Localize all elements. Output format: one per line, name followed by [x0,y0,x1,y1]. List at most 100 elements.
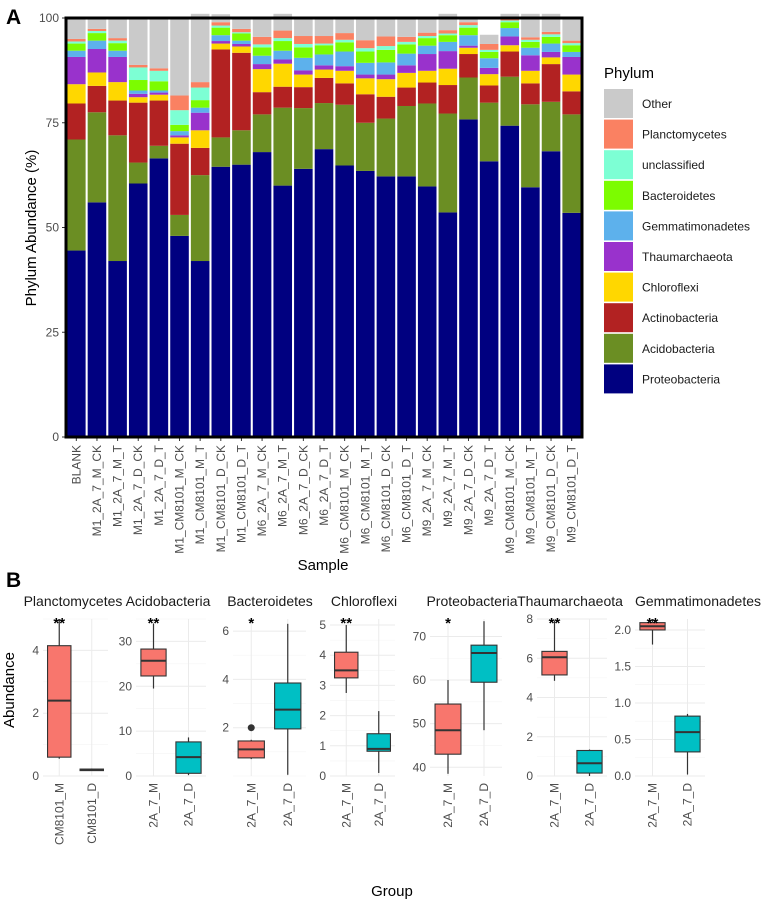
bar-segment-planctomycetes [294,36,313,44]
bar-segment-planctomycetes [541,31,561,35]
bar-segment-other [87,18,107,29]
x-tick-label: M1_CM8101_D_T [234,444,248,543]
legend-label: Other [642,97,672,111]
bar-segment-chloroflexi [108,82,127,101]
bar-segment-proteobacteria [438,212,458,437]
bar-segment-thaumarchaeota [541,51,561,58]
bar-segment-gemmatimonadetes [417,45,437,55]
bar-segment-gemmatimonadetes [128,90,148,94]
y-tick-label: 25 [46,325,60,339]
bar-segment-proteobacteria [190,261,210,437]
bar-segment-planctomycetes [87,28,107,31]
bar-segment-thaumarchaeota [211,41,231,44]
box-2a_7_d [674,715,701,753]
bar-segment-actinobacteria [314,77,334,104]
x-tick-label: M6_2A_7_M_T [276,444,290,527]
bar-segment-proteobacteria [149,158,169,438]
bar-segment-gemmatimonadetes [541,43,561,52]
bar-segment-bacteroidetes [335,42,354,52]
bar-segment-chloroflexi [67,84,86,104]
bar-segment-gemmatimonadetes [294,57,313,71]
x-tick-label: 2A_7_D [477,783,491,827]
bar-segment-acidobacteria [108,135,127,262]
bar-segment-proteobacteria [417,186,437,437]
bar-segment-other [294,18,313,37]
y-tick-label: 2 [32,706,39,720]
bar-segment-proteobacteria [335,165,354,437]
bar-segment-gemmatimonadetes [479,58,499,68]
bar-segment-other [335,18,354,34]
bar-segment-chloroflexi [87,72,107,86]
bar-segment-gemmatimonadetes [67,50,86,57]
bar-segment-other [376,18,396,37]
bar-segment-planctomycetes [314,36,334,44]
box-2a_7_d [366,733,391,752]
x-tick-label: 2A_7_D [583,783,597,827]
legend-label: Bacteroidetes [642,189,715,203]
y-tick-label: 8 [526,612,533,626]
bar-segment-actinobacteria [87,85,107,113]
bar-segment-planctomycetes [273,30,293,39]
y-tick-label: 0 [32,769,39,783]
bar-segment-actinobacteria [190,147,210,176]
x-tick-label: BLANK [69,445,83,484]
legend-label: unclassified [642,158,705,172]
bar-segment-unclassified [149,70,169,82]
legend-swatch-chloroflexi [604,272,633,302]
box-2a_7_m [333,651,359,679]
significance-marker: ** [53,615,65,632]
bar-segment-other [232,18,251,29]
bar-segment-planctomycetes [417,32,437,37]
bar-segment-acidobacteria [541,101,561,152]
bar-segment-chloroflexi [149,94,169,101]
bar-segment-bacteroidetes [128,80,148,91]
bar-segment-thaumarchaeota [376,74,396,80]
bar-segment-other [459,18,478,23]
bar-segment-acidobacteria [397,105,416,177]
bar-segment-gemmatimonadetes [355,62,375,75]
box-2a_7_d [274,682,302,730]
bar-segment-thaumarchaeota [314,65,334,70]
y-tick-label: 1.5 [614,659,631,673]
x-tick-label: 2A_7_D [681,783,695,827]
bar-segment-gemmatimonadetes [149,90,169,93]
significance-marker: * [445,615,451,632]
x-tick-label: M9_CM8101_D_T [565,444,579,543]
bar-segment-planctomycetes [562,40,581,44]
bar-segment-acidobacteria [211,137,231,167]
bar-segment-acidobacteria [273,107,293,186]
box-2a_7_m [541,650,568,676]
bar-segment-bacteroidetes [294,47,313,58]
bar-segment-planctomycetes [149,68,169,71]
bar-segment-thaumarchaeota [500,36,520,46]
bar-segment-unclassified [67,41,86,44]
bar-segment-gemmatimonadetes [500,28,520,37]
x-tick-label: M6_2A_7_M_CK [255,445,269,536]
bar-segment-other [170,18,189,96]
legend-swatch-proteobacteria [604,364,633,394]
bar-segment-gemmatimonadetes [190,107,210,113]
significance-marker: ** [549,615,561,632]
bar-segment-bacteroidetes [438,35,458,42]
legend-label: Proteobacteria [642,372,720,386]
bar-segment-acidobacteria [67,139,86,251]
bar-segment-acidobacteria [149,145,169,159]
bar-segment-thaumarchaeota [294,70,313,75]
bar-segment-bacteroidetes [190,100,210,108]
bar-segment-bacteroidetes [479,51,499,59]
y-tick-label: 4 [32,643,39,657]
plot-border [64,16,584,439]
x-tick-label: M9_2A_7_D_CK [461,445,475,535]
bar-segment-acidobacteria [232,130,251,165]
bar-segment-thaumarchaeota [417,54,437,71]
bar-segment-other [500,13,520,18]
x-tick-label: M9_2A_7_D_T [482,444,496,525]
bar-segment-planctomycetes [108,38,127,41]
x-tick-label: M1_2A_7_M_T [111,444,125,527]
bar-segment-chloroflexi [438,68,458,86]
bar-segment-acidobacteria [417,103,437,187]
bar-segment-chloroflexi [294,74,313,88]
bar-segment-planctomycetes [232,28,251,33]
bar-segment-actinobacteria [335,83,354,105]
bar-segment-gemmatimonadetes [521,47,540,56]
